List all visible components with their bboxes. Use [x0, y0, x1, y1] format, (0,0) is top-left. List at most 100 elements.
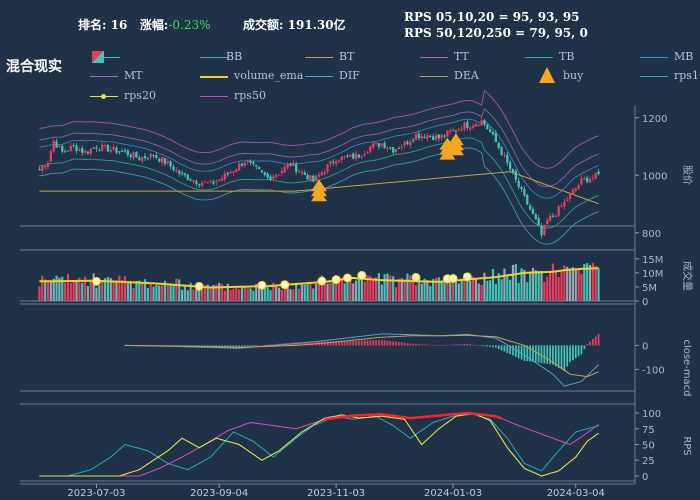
- candle-body: [61, 145, 64, 152]
- volume-highlight: [194, 281, 204, 291]
- volume-bar: [200, 287, 204, 301]
- volume-bar: [591, 262, 594, 301]
- candle-body: [523, 188, 526, 196]
- legend-candle-line: [104, 57, 120, 58]
- volume-bar: [258, 282, 261, 301]
- macd-hist-bar: [512, 345, 514, 356]
- volume-bar: [429, 286, 432, 301]
- macd-hist-bar: [534, 345, 537, 363]
- volume-bar: [523, 269, 526, 301]
- volume-bar: [252, 290, 255, 301]
- macd-hist-bar: [574, 345, 577, 359]
- macd-hist-bar: [480, 345, 483, 346]
- candle-body: [263, 172, 266, 175]
- legend-label-rps20: rps20: [124, 89, 156, 102]
- volume-bar: [52, 278, 55, 301]
- candle-body: [543, 224, 546, 235]
- volume-bar: [320, 275, 323, 301]
- volume-bar: [337, 276, 341, 301]
- volume-bar: [58, 277, 61, 301]
- candle-body: [457, 128, 460, 130]
- price-ytick-label: 800: [642, 229, 661, 240]
- macd-hist-bar: [475, 345, 477, 346]
- volume-bar: [563, 265, 566, 301]
- macd-dif-line: [124, 333, 599, 387]
- volume-bar: [340, 277, 343, 301]
- legend-label-buy: buy: [563, 69, 584, 82]
- candle-body: [295, 164, 298, 172]
- candle-body: [75, 145, 78, 151]
- volume-bar: [115, 280, 118, 301]
- candle-body: [212, 181, 215, 184]
- change-label: 涨幅:: [139, 18, 169, 32]
- candle-body: [323, 172, 326, 174]
- macd-hist-bar: [272, 344, 275, 346]
- candle-body: [514, 170, 517, 180]
- volume-highlight: [257, 280, 267, 290]
- candle-body: [69, 145, 72, 152]
- macd-hist-bar: [583, 345, 586, 350]
- volume-bar: [520, 268, 523, 301]
- macd-ytick-label: 0: [642, 341, 648, 352]
- macd-hist-bar: [569, 345, 571, 363]
- legend-label-DIF: DIF: [339, 69, 360, 82]
- macd-hist-bar: [597, 333, 600, 346]
- candle-body: [517, 180, 520, 188]
- candle-body: [280, 170, 284, 174]
- volume-bar: [332, 278, 335, 301]
- macd-hist-bar: [557, 345, 560, 368]
- volume-bar: [112, 282, 115, 301]
- candle-body: [140, 157, 144, 162]
- volume-bar: [560, 271, 563, 301]
- macd-hist-bar: [221, 345, 223, 347]
- volume-bar: [543, 281, 546, 301]
- candle-body: [220, 178, 224, 181]
- legend-label-BB: BB: [226, 50, 243, 63]
- volume-bar: [203, 285, 206, 301]
- candle-body: [123, 150, 127, 152]
- candle-body: [297, 171, 301, 173]
- macd-hist-bar: [437, 345, 440, 346]
- volume-bar: [306, 284, 309, 301]
- volume-bar: [446, 280, 449, 301]
- macd-hist-bar: [560, 345, 563, 370]
- macd-hist-bar: [486, 345, 489, 347]
- candle-body: [383, 142, 386, 149]
- candle-body: [109, 149, 112, 153]
- volume-bar: [260, 286, 264, 301]
- macd-hist-bar: [332, 341, 335, 346]
- macd-hist-bar: [369, 340, 372, 346]
- macd-hist-bar: [586, 344, 589, 346]
- volume-bar: [423, 278, 426, 301]
- volume-bar: [451, 281, 455, 301]
- legend-swatch-volume_ema: [200, 76, 228, 78]
- macd-hist-bar: [255, 345, 258, 346]
- macd-hist-bar: [540, 345, 543, 364]
- candle-body: [303, 172, 306, 175]
- volume-bar: [123, 276, 127, 301]
- volume-bar: [437, 277, 440, 301]
- volume-bar: [141, 282, 144, 301]
- volume-bar: [232, 288, 235, 301]
- candle-body: [163, 158, 167, 164]
- macd-hist-bar: [503, 345, 506, 352]
- rps-rps20-line: [39, 412, 599, 477]
- volume-bar: [594, 266, 597, 301]
- candle-body: [129, 154, 132, 157]
- candle-body: [486, 124, 489, 130]
- macd-hist-bar: [366, 340, 369, 346]
- volume-bar: [272, 282, 275, 301]
- candle-body: [500, 146, 503, 155]
- volume-bar: [289, 289, 292, 301]
- volume-bar: [469, 280, 472, 301]
- macd-hist-bar: [492, 345, 494, 348]
- volume-bar: [420, 283, 423, 301]
- macd-hist-bar: [380, 340, 383, 346]
- macd-hist-bar: [432, 345, 434, 346]
- volume-bar: [574, 269, 577, 301]
- candle-body: [591, 177, 595, 179]
- candle-body: [95, 147, 98, 149]
- candle-body: [172, 166, 175, 171]
- candle-body: [223, 173, 226, 180]
- macd-hist-bar: [466, 343, 469, 346]
